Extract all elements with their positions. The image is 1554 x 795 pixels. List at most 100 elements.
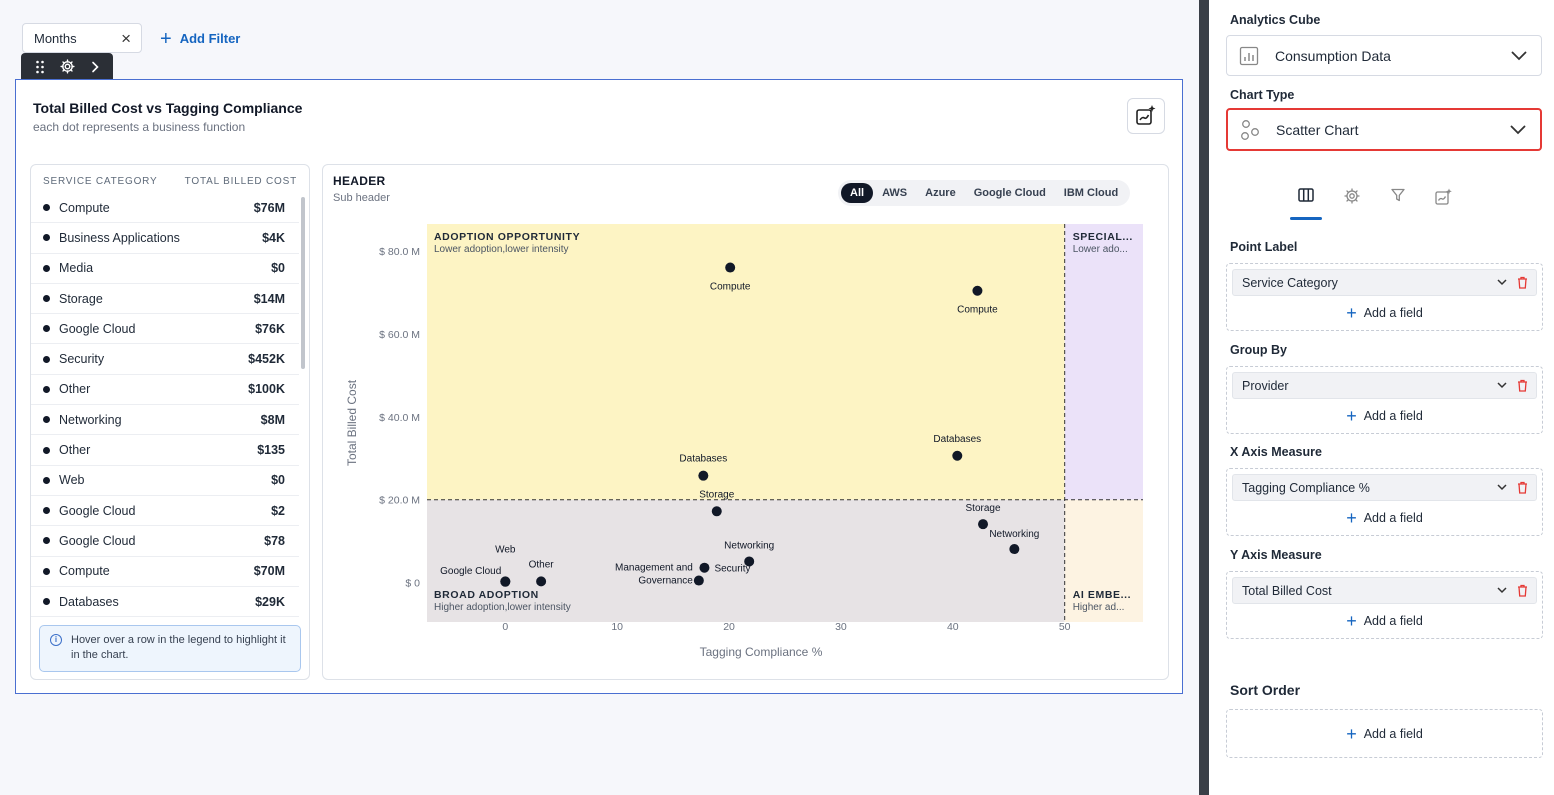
legend-row-label: Storage	[59, 291, 103, 306]
legend-dot	[43, 325, 50, 333]
legend-row-label: Other	[59, 382, 91, 397]
add-field-button[interactable]: + Add a field	[1227, 607, 1542, 635]
chart-subheader: Sub header	[333, 192, 390, 204]
tab-ai-chart[interactable]	[1433, 188, 1455, 218]
legend-dot	[43, 264, 50, 272]
field-dropzone: Service Category + Add a field	[1226, 263, 1543, 331]
legend-row[interactable]: Other $135	[31, 435, 299, 466]
close-icon[interactable]: ×	[121, 28, 131, 48]
legend-row[interactable]: Security $452K	[31, 344, 299, 375]
add-field-button[interactable]: + Add a field	[1227, 402, 1542, 430]
legend-scrollbar[interactable]	[301, 197, 305, 369]
y-axis-label: Total Billed Cost	[345, 379, 359, 466]
legend-row[interactable]: Compute $70M	[31, 557, 299, 587]
quadrant-subtitle: Lower adoption,lower intensity	[434, 244, 569, 255]
panel-divider[interactable]	[1199, 0, 1209, 795]
legend-row[interactable]: Google Cloud $76K	[31, 314, 299, 345]
legend-row[interactable]: Web $0	[31, 466, 299, 496]
months-filter-chip[interactable]: Months ×	[22, 23, 142, 53]
widget-title: Total Billed Cost vs Tagging Compliance	[33, 100, 303, 116]
x-tick-label: 40	[947, 621, 959, 633]
legend-row[interactable]: Business Applications $4K	[31, 223, 299, 254]
widget-subtitle: each dot represents a business function	[33, 120, 246, 134]
ai-insight-button[interactable]	[1127, 98, 1165, 134]
legend-dot	[43, 446, 50, 454]
chevron-right-icon[interactable]	[90, 61, 100, 73]
gear-icon	[1344, 188, 1360, 204]
point-label: Management and	[615, 563, 693, 574]
legend-row[interactable]: Compute $76M	[31, 193, 299, 224]
add-field-button[interactable]: + Add a field	[1227, 299, 1542, 327]
add-field-label: Add a field	[1363, 614, 1423, 628]
legend-row-left: Web	[43, 473, 84, 487]
chevron-down-icon[interactable]	[1497, 277, 1507, 289]
scatter-point	[699, 562, 710, 573]
quadrant-title: BROAD ADOPTION	[434, 589, 539, 601]
legend-header: SERVICE CATEGORY TOTAL BILLED COST	[31, 176, 309, 187]
add-field-button[interactable]: + Add a field	[1227, 504, 1542, 532]
legend-row-value: $2	[271, 503, 285, 518]
analytics-cube-select[interactable]: Consumption Data	[1226, 35, 1542, 76]
provider-option[interactable]: All	[841, 183, 874, 203]
legend-row[interactable]: Databases $29K	[31, 587, 299, 618]
scatter-point	[972, 285, 983, 296]
legend-dot	[43, 385, 50, 393]
legend-row-value: $29K	[255, 594, 285, 609]
point-label: Storage	[699, 489, 734, 500]
legend-row-left: Networking	[43, 413, 122, 427]
sort-add-field-label: Add a field	[1363, 726, 1423, 741]
scatter-icon	[1240, 119, 1262, 141]
legend-row-value: $78	[264, 533, 285, 548]
chevron-down-icon[interactable]	[1497, 380, 1507, 392]
tab-settings[interactable]	[1341, 188, 1363, 218]
provider-option[interactable]: IBM Cloud	[1063, 187, 1119, 199]
trash-icon[interactable]	[1517, 276, 1528, 289]
tab-columns[interactable]	[1290, 188, 1322, 220]
legend-row-left: Google Cloud	[43, 534, 135, 548]
field-chip[interactable]: Tagging Compliance %	[1232, 474, 1537, 501]
chart-panel: ADOPTION OPPORTUNITY Lower adoption,lower…	[322, 164, 1169, 680]
legend-row[interactable]: Storage $14M	[31, 284, 299, 315]
quadrant-title: ADOPTION OPPORTUNITY	[434, 231, 580, 243]
legend-row-left: Compute	[43, 564, 110, 578]
provider-option[interactable]: AWS	[882, 187, 908, 199]
provider-option[interactable]: Google Cloud	[973, 187, 1046, 199]
field-chip[interactable]: Service Category	[1232, 269, 1537, 296]
trash-icon[interactable]	[1517, 481, 1528, 494]
add-filter-button[interactable]: + Add Filter	[160, 29, 240, 49]
chevron-down-icon[interactable]	[1497, 585, 1507, 597]
legend-row[interactable]: Media $0	[31, 254, 299, 284]
tab-filter[interactable]	[1387, 188, 1409, 218]
chevron-down-icon[interactable]	[1497, 482, 1507, 494]
config-tabs	[1290, 188, 1455, 220]
legend-row-value: $135	[257, 443, 285, 458]
trash-icon[interactable]	[1517, 379, 1528, 392]
legend-row[interactable]: Google Cloud $2	[31, 496, 299, 527]
legend-row[interactable]: Google Cloud $78	[31, 526, 299, 557]
trash-icon[interactable]	[1517, 584, 1528, 597]
field-chip-label: Total Billed Cost	[1242, 583, 1332, 598]
legend-row[interactable]: Networking $8M	[31, 405, 299, 436]
field-chip[interactable]: Total Billed Cost	[1232, 577, 1537, 604]
sort-order-dropzone[interactable]: + Add a field	[1226, 709, 1543, 758]
point-label: Databases	[679, 454, 727, 465]
legend-dot	[43, 355, 50, 363]
drag-handle-icon[interactable]	[35, 60, 45, 74]
quadrant-title: AI EMBE...	[1073, 589, 1132, 601]
sort-add-field-button[interactable]: + Add a field	[1346, 720, 1423, 748]
legend-row[interactable]: Other $100K	[31, 375, 299, 406]
legend-col-category: SERVICE CATEGORY	[43, 176, 158, 187]
provider-option[interactable]: Azure	[925, 187, 956, 199]
legend-row-value: $76K	[255, 321, 285, 336]
chevron-down-icon	[1511, 51, 1527, 60]
field-chip[interactable]: Provider	[1232, 372, 1537, 399]
scatter-point	[536, 576, 547, 587]
gear-icon[interactable]	[59, 59, 75, 74]
legend-row-value: $0	[271, 261, 285, 276]
legend-dot	[43, 295, 50, 303]
field-dropzone: Total Billed Cost + Add a field	[1226, 571, 1543, 639]
plus-icon: +	[1346, 508, 1357, 528]
chart-type-select[interactable]: Scatter Chart	[1226, 108, 1542, 151]
quadrant-ai-embedded	[1064, 499, 1143, 622]
legend-row-left: Media	[43, 261, 93, 275]
